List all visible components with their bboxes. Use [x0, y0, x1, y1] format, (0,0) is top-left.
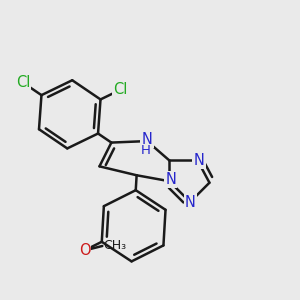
Text: Cl: Cl — [16, 75, 30, 90]
Text: O: O — [79, 243, 90, 258]
Text: N: N — [194, 153, 205, 168]
Text: CH₃: CH₃ — [103, 239, 126, 253]
Text: N: N — [185, 194, 196, 209]
Text: N: N — [165, 172, 176, 187]
Text: H: H — [141, 144, 151, 157]
Text: N: N — [142, 132, 152, 147]
Text: Cl: Cl — [113, 82, 128, 97]
